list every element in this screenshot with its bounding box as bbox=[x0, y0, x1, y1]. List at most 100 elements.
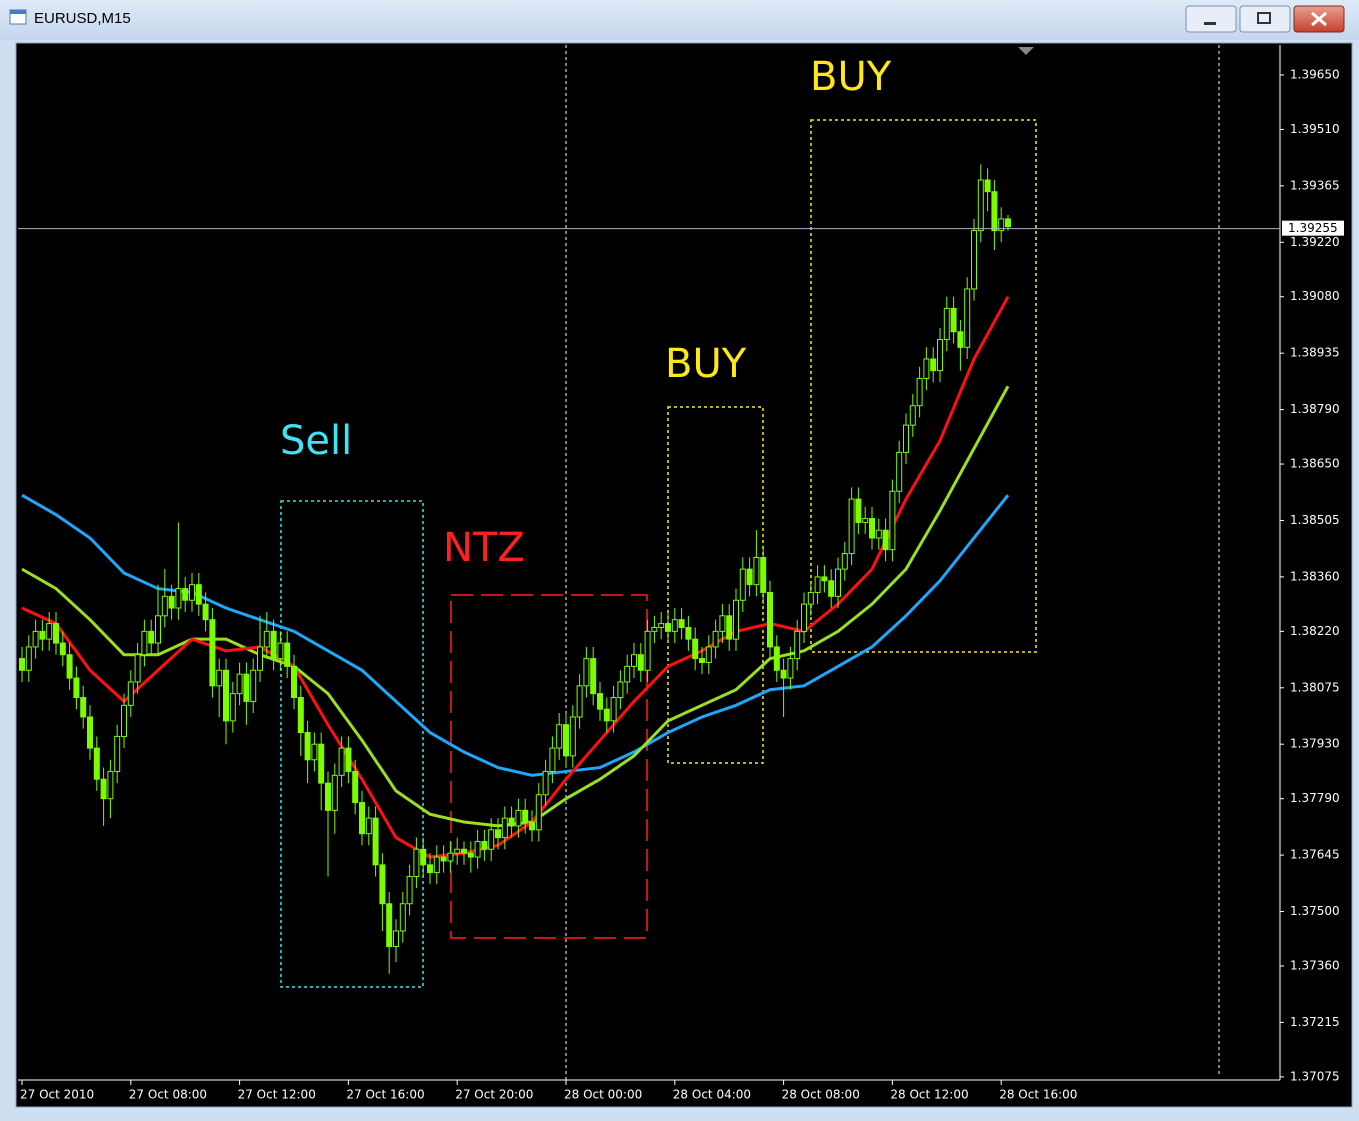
candle-body bbox=[671, 619, 678, 632]
candle-body bbox=[195, 584, 202, 605]
candle-body bbox=[379, 864, 386, 905]
candle-body bbox=[338, 747, 345, 776]
y-tick-label: 1.37215 bbox=[1290, 1015, 1340, 1029]
minimize-button[interactable] bbox=[1185, 5, 1237, 33]
buy-zone bbox=[810, 119, 1037, 653]
candle-body bbox=[855, 498, 862, 523]
candle-body bbox=[66, 654, 73, 679]
candle-body bbox=[209, 619, 216, 687]
chart-area bbox=[15, 42, 1353, 1108]
candle-body bbox=[556, 724, 563, 749]
candle-body bbox=[862, 518, 869, 523]
candle-body bbox=[495, 829, 501, 839]
window-title: EURUSD,M15 bbox=[34, 10, 131, 27]
ntz-zone bbox=[450, 594, 648, 939]
candle-body bbox=[726, 615, 733, 640]
candle-body bbox=[175, 588, 182, 609]
candle-body bbox=[427, 864, 433, 874]
candle-body bbox=[155, 615, 161, 644]
candle-body bbox=[25, 646, 32, 671]
candle-body bbox=[746, 568, 753, 586]
candle-body bbox=[202, 603, 209, 621]
candle-body bbox=[529, 821, 535, 831]
candle-body bbox=[787, 658, 794, 679]
candle-body bbox=[964, 288, 971, 348]
x-tick-label: 27 Oct 08:00 bbox=[129, 1088, 207, 1102]
candle-body bbox=[481, 840, 488, 850]
candle-body bbox=[352, 770, 359, 804]
candle-body bbox=[760, 556, 767, 593]
candle-body bbox=[141, 630, 148, 656]
candle-body bbox=[59, 642, 66, 656]
candle-body bbox=[53, 623, 59, 644]
candle-body bbox=[318, 743, 325, 784]
x-tick-label: 28 Oct 04:00 bbox=[673, 1088, 751, 1102]
candle-body bbox=[413, 848, 420, 878]
y-tick-label: 1.38790 bbox=[1290, 402, 1340, 416]
candle-body bbox=[535, 794, 542, 831]
x-tick-label: 28 Oct 16:00 bbox=[999, 1088, 1077, 1102]
candle-body bbox=[39, 630, 46, 640]
restore-button[interactable] bbox=[1239, 5, 1291, 33]
candle-body bbox=[753, 556, 760, 586]
candle-body bbox=[311, 743, 318, 761]
candle-body bbox=[121, 704, 127, 737]
candle-body bbox=[882, 529, 889, 551]
close-button[interactable] bbox=[1293, 5, 1345, 33]
candle-body bbox=[87, 716, 93, 749]
candle-body bbox=[297, 697, 304, 734]
candle-body bbox=[576, 685, 583, 718]
candle-body bbox=[807, 591, 814, 605]
candle-body bbox=[705, 646, 712, 663]
candle-body bbox=[889, 490, 896, 551]
candle-body bbox=[474, 840, 481, 858]
candle-body bbox=[590, 658, 597, 695]
candle-body bbox=[692, 638, 699, 660]
candle-body bbox=[243, 673, 250, 702]
candle-body bbox=[665, 623, 671, 632]
candle-body bbox=[739, 568, 746, 601]
candle-body bbox=[32, 630, 39, 648]
y-tick-label: 1.38505 bbox=[1290, 513, 1340, 527]
candle-body bbox=[270, 630, 277, 660]
candle-body bbox=[549, 747, 556, 772]
candle-body bbox=[563, 724, 569, 757]
y-tick-label: 1.37790 bbox=[1290, 791, 1340, 805]
candle-body bbox=[998, 218, 1005, 232]
y-tick-label: 1.39510 bbox=[1290, 122, 1340, 136]
x-tick-label: 27 Oct 20:00 bbox=[455, 1088, 533, 1102]
candle-body bbox=[46, 623, 53, 640]
candle-body bbox=[488, 829, 495, 850]
candle-body bbox=[454, 848, 461, 854]
candle-body bbox=[733, 599, 739, 640]
candle-body bbox=[569, 716, 576, 757]
candle-body bbox=[767, 591, 773, 648]
y-tick-label: 1.37930 bbox=[1290, 737, 1340, 751]
candle-body bbox=[835, 568, 841, 597]
candle-body bbox=[284, 642, 291, 667]
annotation: BUY bbox=[665, 341, 747, 387]
candle-body bbox=[930, 358, 937, 372]
candle-body bbox=[603, 708, 610, 722]
candle-body bbox=[365, 817, 372, 835]
candle-body bbox=[229, 693, 236, 722]
candle-body bbox=[325, 782, 331, 811]
candle-body bbox=[991, 191, 998, 232]
annotation: BUY bbox=[810, 54, 892, 100]
candle-body bbox=[943, 307, 950, 341]
candle-body bbox=[637, 654, 644, 671]
candle-body bbox=[848, 498, 855, 555]
candle-body bbox=[542, 770, 549, 796]
candle-body bbox=[896, 451, 903, 492]
candle-body bbox=[93, 747, 100, 780]
candle-body bbox=[903, 424, 909, 453]
candle-body bbox=[134, 654, 141, 683]
candle-body bbox=[236, 673, 243, 695]
x-tick-label: 27 Oct 12:00 bbox=[238, 1088, 316, 1102]
candle-body bbox=[114, 735, 121, 772]
candle-body bbox=[291, 665, 297, 699]
current-price-box bbox=[1282, 220, 1344, 236]
candle-body bbox=[1005, 218, 1011, 228]
moving-average bbox=[21, 385, 1010, 828]
candle-body bbox=[359, 802, 365, 835]
